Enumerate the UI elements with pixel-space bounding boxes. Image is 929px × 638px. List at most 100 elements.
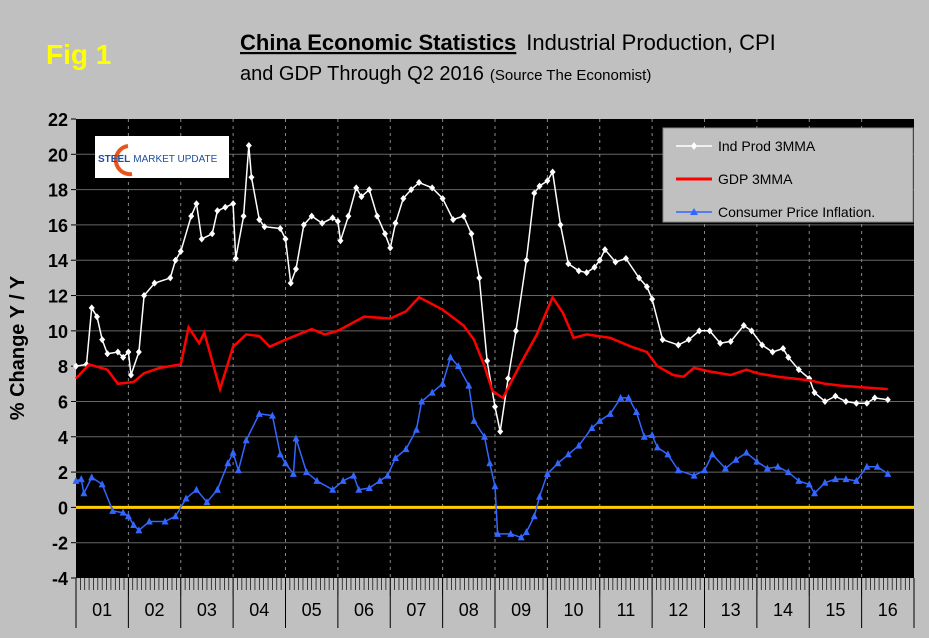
legend: Ind Prod 3MMA GDP 3MMA Consumer Price Infl… <box>662 127 914 223</box>
data-point <box>73 362 79 370</box>
data-point <box>339 476 347 484</box>
figure-label: Fig 1 <box>46 39 111 70</box>
x-tick-label: 14 <box>773 600 793 620</box>
y-tick-label: 16 <box>48 216 68 236</box>
data-point <box>622 254 629 262</box>
data-point <box>507 529 515 537</box>
legend-label: Ind Prod 3MMA <box>718 138 816 154</box>
x-tick-label: 07 <box>406 600 426 620</box>
data-point <box>127 371 134 379</box>
x-tick-label: 04 <box>249 600 269 620</box>
data-point <box>203 498 211 506</box>
data-point <box>696 327 703 335</box>
x-tick-label: 01 <box>92 600 112 620</box>
data-point <box>484 357 491 365</box>
data-point <box>674 466 682 474</box>
data-point <box>300 221 307 229</box>
data-point <box>120 353 127 361</box>
logo: STEEL MARKET UPDATE <box>95 136 229 178</box>
data-point <box>119 508 127 516</box>
data-point <box>439 194 446 202</box>
x-tick-label: 11 <box>617 600 636 620</box>
data-point <box>365 483 373 491</box>
data-point <box>213 485 221 493</box>
data-point <box>853 399 860 407</box>
data-point <box>151 279 158 287</box>
data-point <box>612 258 619 266</box>
data-point <box>632 408 640 416</box>
data-point <box>135 348 142 356</box>
data-point <box>536 492 544 500</box>
data-point <box>873 462 881 470</box>
data-point <box>596 256 603 264</box>
data-point <box>810 489 818 497</box>
chart-title: China Economic Statistics Industrial Prod… <box>240 30 776 55</box>
data-point <box>842 475 850 483</box>
data-point <box>232 254 239 262</box>
data-point <box>460 212 467 220</box>
data-point <box>292 434 300 442</box>
data-point <box>575 267 582 275</box>
x-tick-label: 06 <box>354 600 374 620</box>
data-point <box>88 304 95 312</box>
y-tick-label: 20 <box>48 145 68 165</box>
data-point <box>416 179 423 187</box>
data-point <box>114 348 121 356</box>
data-point <box>109 506 117 514</box>
data-point <box>229 448 237 456</box>
data-point <box>261 223 268 231</box>
data-point <box>104 350 111 358</box>
data-point <box>350 471 358 479</box>
data-point <box>240 212 247 220</box>
data-point <box>99 336 106 344</box>
y-tick-label: 12 <box>48 287 68 307</box>
data-point <box>345 212 352 220</box>
data-point <box>591 263 598 271</box>
data-point <box>727 337 734 345</box>
y-tick-label: -2 <box>52 534 68 554</box>
y-tick-label: 22 <box>48 110 68 130</box>
data-point <box>512 327 519 335</box>
data-point <box>329 214 336 222</box>
data-point <box>209 230 216 238</box>
data-point <box>481 432 489 440</box>
data-point <box>740 322 747 330</box>
data-point <box>601 246 608 254</box>
data-point <box>769 348 776 356</box>
title-line2: and GDP Through Q2 2016 <box>240 63 484 85</box>
data-point <box>446 353 454 361</box>
data-point <box>292 265 299 273</box>
y-tick-label: 0 <box>58 498 68 518</box>
data-point <box>198 235 205 243</box>
data-point <box>497 427 504 435</box>
data-point <box>530 512 538 520</box>
legend-marker <box>691 142 697 150</box>
data-point <box>753 457 761 465</box>
data-point <box>821 397 828 405</box>
data-point <box>617 393 625 401</box>
series-line-2 <box>75 355 889 539</box>
data-point <box>784 468 792 476</box>
data-point <box>863 399 870 407</box>
data-point <box>428 388 436 396</box>
data-point <box>366 186 373 194</box>
data-point <box>690 471 698 479</box>
data-point <box>161 517 169 525</box>
data-point <box>564 450 572 458</box>
data-point <box>125 348 132 356</box>
data-point <box>72 476 80 484</box>
data-point <box>412 425 420 433</box>
data-point <box>884 469 892 477</box>
x-tick-label: 16 <box>878 600 898 620</box>
data-point <box>491 482 499 490</box>
y-tick-label: 14 <box>48 251 68 271</box>
data-point <box>282 459 289 467</box>
x-tick-label: 02 <box>145 600 165 620</box>
data-point <box>382 230 389 238</box>
data-point <box>256 216 263 224</box>
data-point <box>531 189 538 197</box>
data-point <box>685 336 692 344</box>
chart-subtitle: and GDP Through Q2 2016 (Source The Econo… <box>240 63 651 85</box>
data-point <box>234 466 242 474</box>
